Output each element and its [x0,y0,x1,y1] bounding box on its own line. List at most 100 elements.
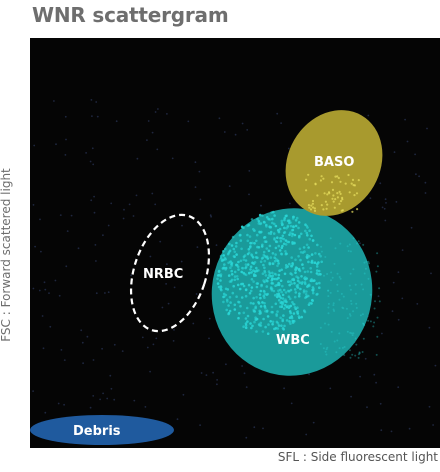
scatter-dot [318,281,321,285]
scatter-dot [280,122,282,124]
scatter-dot [281,318,284,321]
scatter-dot [408,427,411,430]
scatter-dot [151,192,154,195]
scatter-dot [239,259,243,263]
scatter-dot [378,287,381,290]
scatter-dot [144,406,147,408]
scatter-dot [289,280,292,283]
scatter-dot [308,255,311,258]
scatter-dot [282,288,286,292]
scatter-dot [315,293,319,296]
scatter-dot [329,387,332,390]
scatter-dot [298,316,301,320]
scatter-dot [263,271,267,274]
scatter-dot [315,282,319,285]
scatter-dot [235,275,239,278]
scatter-dot [290,234,294,238]
scatter-dot [414,153,416,156]
scatter-dot [381,206,384,209]
scatter-dot [334,198,337,201]
scatter-dot [308,237,312,241]
scatter-dot [282,307,286,310]
scatter-dot [245,265,248,269]
scatter-dot [280,324,283,328]
scatter-dot [294,291,298,294]
scatter-dot [245,386,248,388]
scatter-dot [269,287,273,290]
scatter-dot [278,227,282,231]
scatter-dot [327,289,330,292]
scatter-dot [273,272,277,276]
scatter-dot [376,335,379,338]
scatter-dot [268,261,271,265]
scatter-dot [237,268,240,271]
scatter-dot [249,265,253,268]
scatter-dot [282,328,285,331]
scatter-dot [287,280,290,283]
scatter-dot [327,306,330,309]
scatter-dot [248,291,252,295]
scatter-dot [245,306,249,310]
scatter-dot [290,256,294,259]
scatter-dot [41,315,44,317]
scatter-dot [416,303,419,305]
scatter-dot [424,192,427,194]
scatter-dot [283,226,286,230]
scatter-dot [336,272,339,275]
scatter-dot [324,200,327,203]
scatter-dot [63,403,65,406]
scatter-dot [346,330,349,333]
scatter-dot [355,343,358,346]
scatter-dot [428,326,431,329]
scatter-dot [310,259,314,263]
scatter-dot [246,239,250,243]
scatter-dot [290,265,294,268]
scatter-dot [267,323,270,326]
scatter-dot [251,241,254,245]
scatter-dot [289,322,292,325]
scatter-dot [277,273,281,277]
scatter-dot [277,244,281,248]
scatter-dot [359,242,361,245]
scatter-dot [233,303,237,307]
scatter-dot [34,245,36,248]
scatter-dot [338,332,341,335]
scatter-dot [331,197,334,200]
scatter-dot [234,245,238,248]
scatter-dot [194,186,197,189]
scatter-dot [298,292,301,295]
scatter-dot [362,337,365,340]
baso-dots [305,173,360,213]
scatter-dot [373,321,376,324]
scatter-dot [263,254,267,258]
scatter-dot [357,179,360,182]
scatter-dot [250,218,254,221]
baso-region [285,110,383,216]
scatter-dot [261,214,264,217]
scatter-dot [224,247,227,251]
scatter-dot [64,115,67,118]
scatter-dot [293,233,297,237]
scatter-dot [181,224,183,227]
scatter-dot [199,198,202,201]
scatter-dot [342,307,345,310]
scatter-dot [352,237,355,240]
scatter-dot [159,240,162,243]
scatter-dot [424,181,427,184]
scatter-dot [264,307,267,310]
scatter-dot [265,247,269,250]
scatter-dot [223,263,226,266]
scatter-dot [330,279,332,282]
scatter-dot [244,317,248,320]
nrbc-label: NRBC [143,267,183,282]
scatter-dot [280,221,284,225]
scatter-dot [311,299,315,303]
wbc-label: WBC [276,333,310,348]
scatter-dot [312,421,315,424]
scatter-dot [318,286,321,289]
scatter-dot [335,351,338,354]
scatter-dot [289,221,292,224]
scatter-dot [418,175,420,178]
scatter-dot [305,433,308,436]
scatter-dot [281,293,285,297]
